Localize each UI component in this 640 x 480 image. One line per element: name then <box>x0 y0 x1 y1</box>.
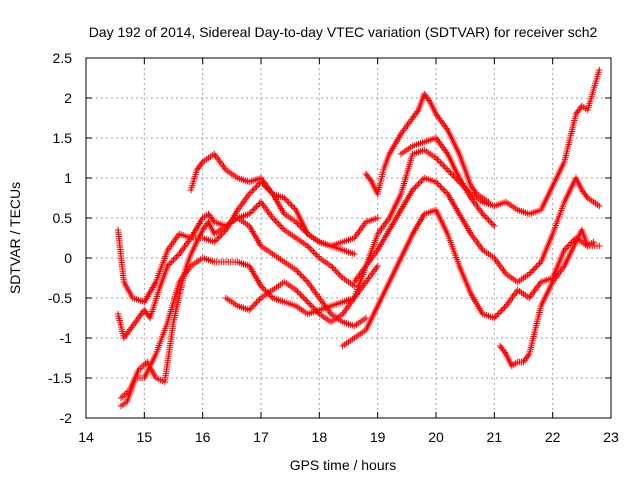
plus-markers <box>222 66 603 326</box>
y-tick-label: 1 <box>64 170 72 186</box>
x-tick-label: 22 <box>545 429 561 445</box>
y-tick-label: 2.5 <box>53 50 73 66</box>
x-tick-label: 16 <box>195 429 211 445</box>
y-tick-label: 1.5 <box>53 130 73 146</box>
plus-markers <box>497 226 597 370</box>
plus-markers <box>351 174 603 286</box>
series-track-11 <box>497 226 597 370</box>
y-tick-label: -1.5 <box>48 370 72 386</box>
plus-markers <box>339 206 603 350</box>
series-track-9 <box>339 206 603 350</box>
series-track-8 <box>351 174 603 286</box>
plot-frame <box>85 57 612 419</box>
series-track-10 <box>397 134 498 230</box>
chart-title: Day 192 of 2014, Sidereal Day-to-day VTE… <box>89 24 598 40</box>
series-track-6 <box>222 66 603 326</box>
y-tick-label: 0.5 <box>53 210 73 226</box>
y-axis-tick-labels: -2 -1.5 -1 -0.5 0 0.5 1 1.5 2 2.5 <box>48 50 72 426</box>
plus-markers <box>187 150 358 258</box>
series-track-7 <box>362 90 492 206</box>
y-tick-label: -2 <box>60 410 73 426</box>
y-axis-label: SDTVAR / TECUs <box>7 182 23 294</box>
x-tick-label: 20 <box>428 429 444 445</box>
x-tick-label: 21 <box>487 429 503 445</box>
x-tick-label: 18 <box>312 429 328 445</box>
axis-ticks <box>85 57 612 419</box>
x-tick-label: 14 <box>78 429 94 445</box>
x-axis-label: GPS time / hours <box>290 457 397 473</box>
x-tick-label: 23 <box>603 429 619 445</box>
x-tick-label: 17 <box>253 429 269 445</box>
series-track-5 <box>187 150 358 258</box>
plus-markers <box>362 90 492 206</box>
x-axis-tick-labels: 14 15 16 17 18 19 20 21 22 23 <box>78 429 619 445</box>
y-tick-label: -0.5 <box>48 290 72 306</box>
data-series <box>114 66 603 410</box>
plus-markers <box>397 134 498 230</box>
x-tick-label: 15 <box>137 429 153 445</box>
y-tick-label: 0 <box>64 250 72 266</box>
y-tick-label: -1 <box>60 330 73 346</box>
x-tick-label: 19 <box>370 429 386 445</box>
y-tick-label: 2 <box>64 90 72 106</box>
